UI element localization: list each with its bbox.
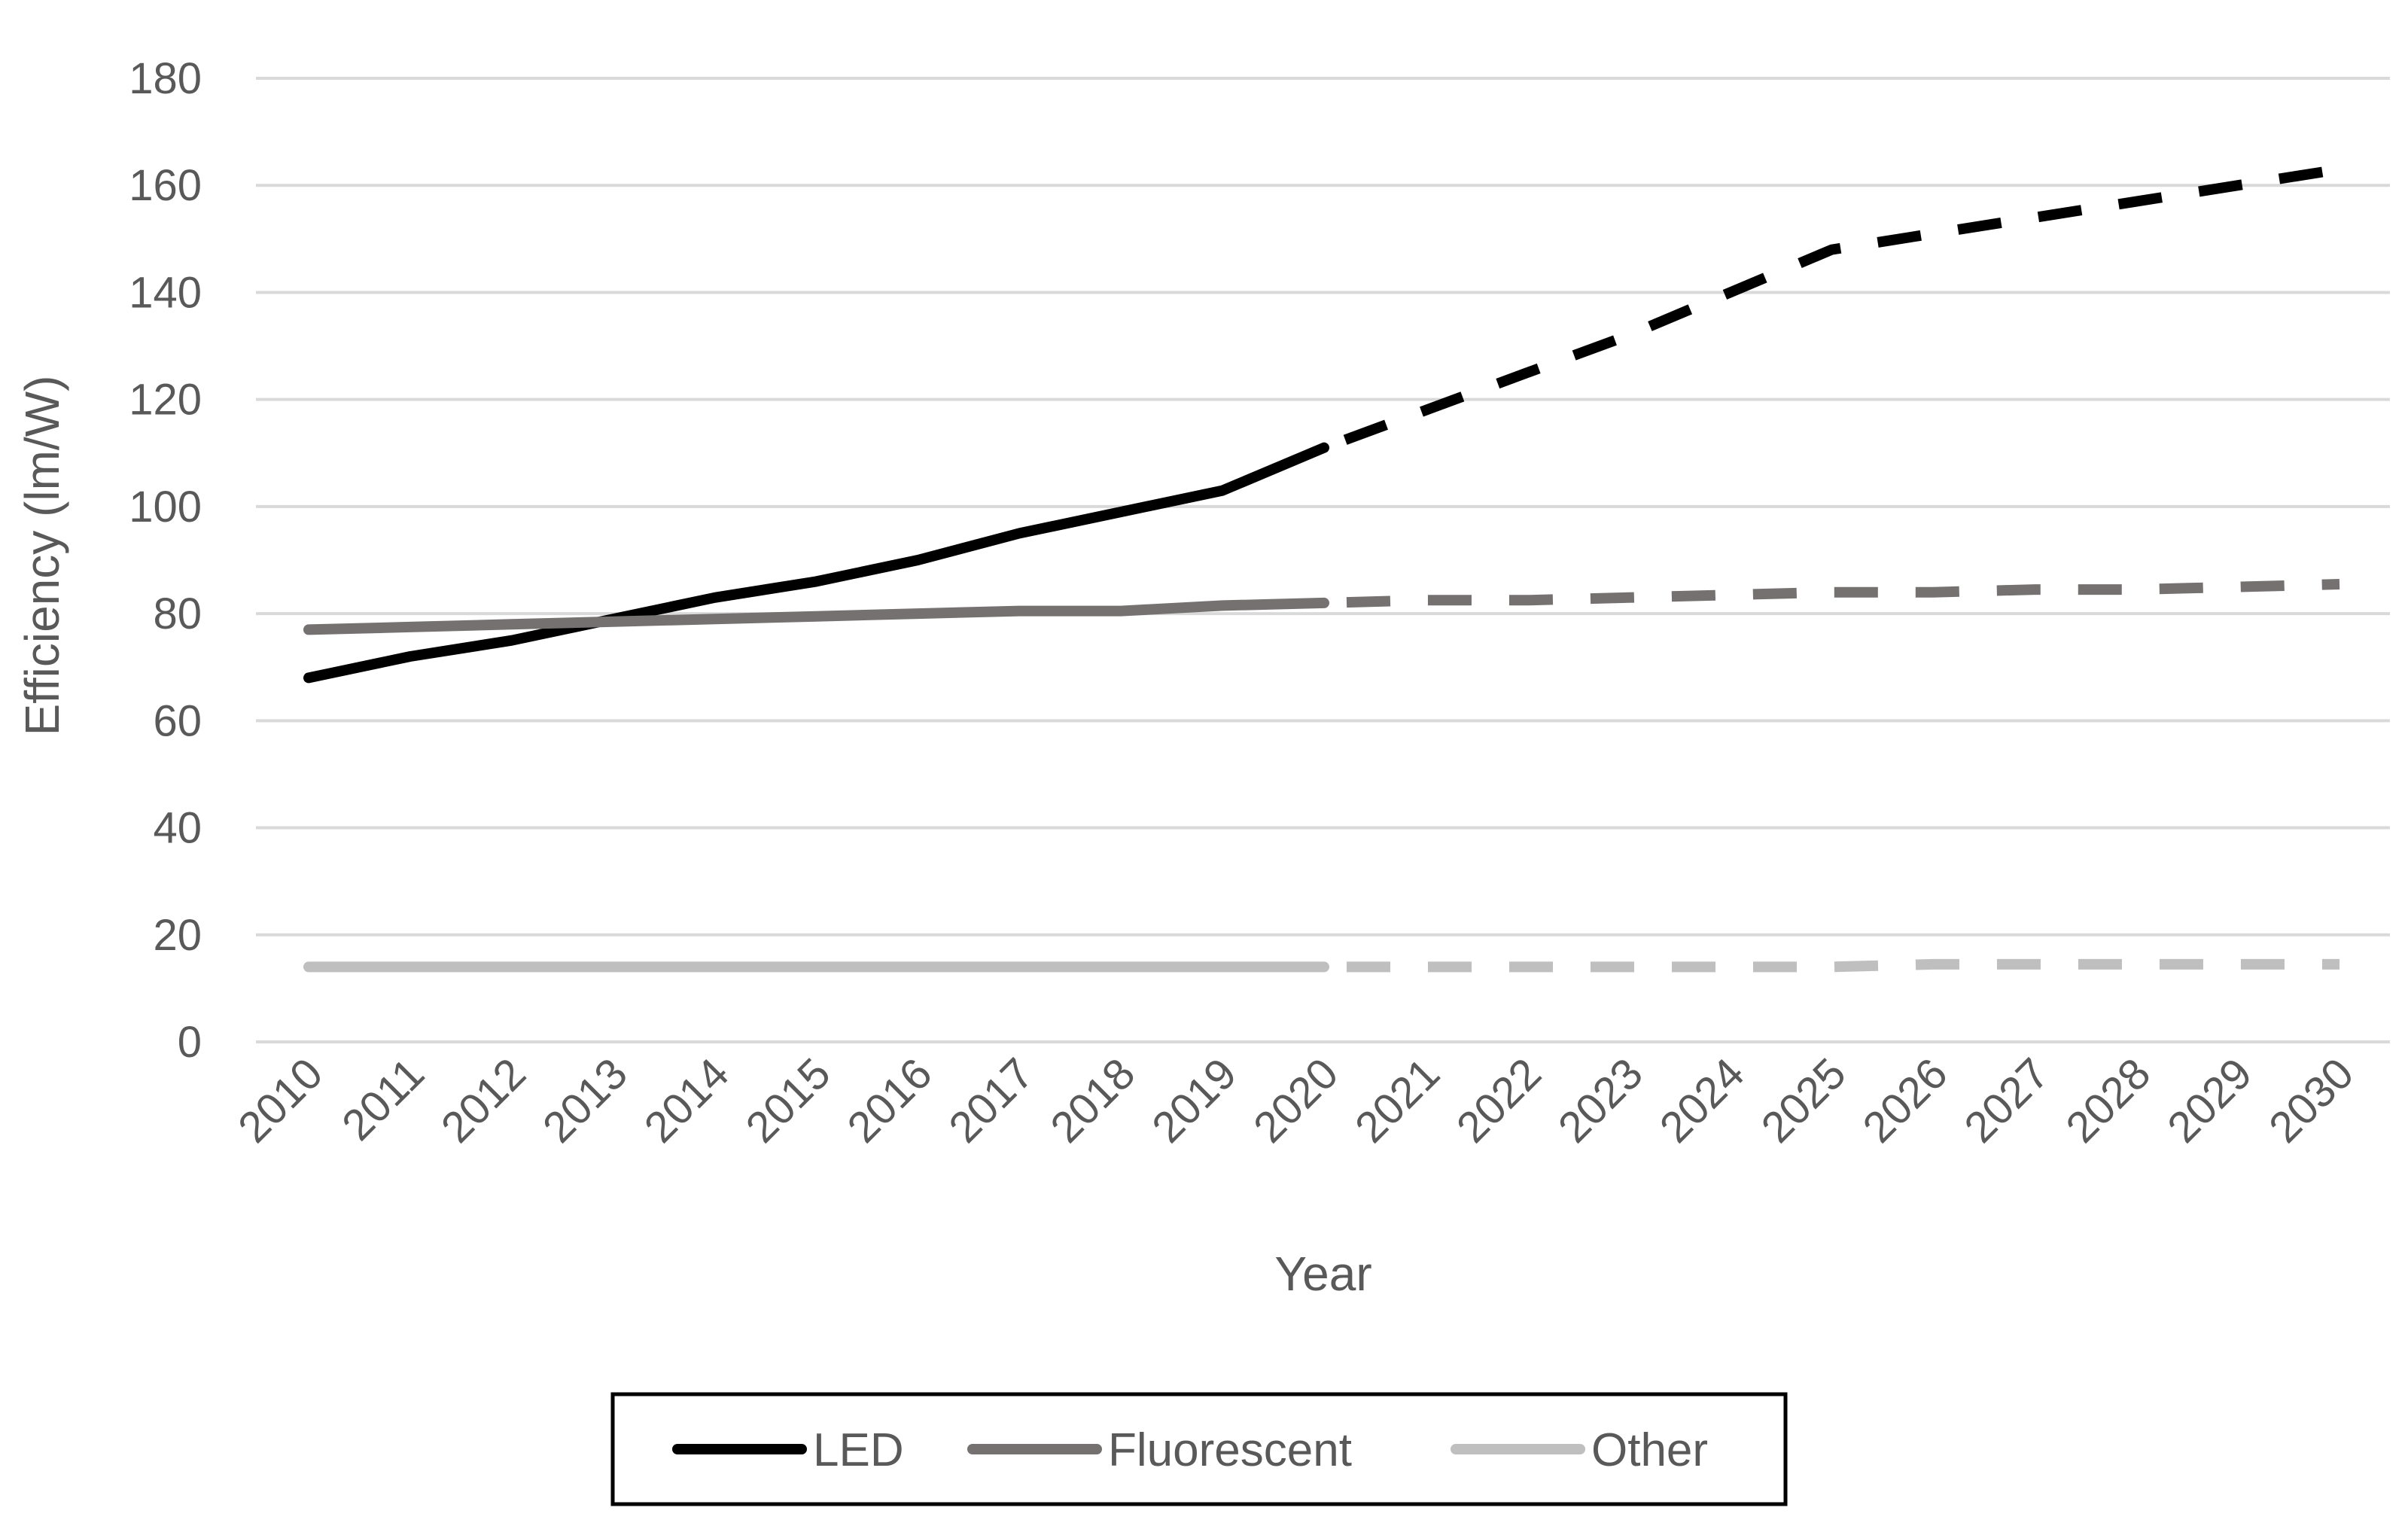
x-tick-label: 2029 <box>2158 1049 2261 1152</box>
y-tick-label: 40 <box>153 804 202 853</box>
x-tick-label: 2023 <box>1549 1049 1652 1152</box>
x-axis-tick-labels: 2010 201120122013201420152016201720182019… <box>229 1049 2363 1152</box>
x-tick-label: 2020 <box>1244 1049 1347 1152</box>
series-line-fluorescent-projected <box>1323 579 2340 608</box>
legend-label: LED <box>813 1424 904 1476</box>
y-tick-label: 0 <box>178 1018 202 1067</box>
y-tick-label: 160 <box>129 161 202 210</box>
gridlines <box>256 77 2390 1043</box>
x-tick-label: 2027 <box>1955 1049 2058 1152</box>
x-tick-label: 2019 <box>1143 1049 1246 1152</box>
x-tick-label: 2021 <box>1346 1049 1449 1152</box>
series-lines <box>303 163 2341 973</box>
x-tick-label: 2024 <box>1651 1049 1754 1152</box>
series-line-fluorescent-actual <box>303 597 1329 635</box>
x-tick-label: 2016 <box>838 1049 941 1152</box>
series-line-led-actual <box>303 442 1329 684</box>
x-tick-label: 2022 <box>1448 1049 1551 1152</box>
x-tick-label: 2017 <box>939 1049 1043 1152</box>
legend: LED Fluorescent Other <box>610 1392 1788 1506</box>
x-tick-label: 2025 <box>1752 1049 1855 1152</box>
legend-label: Other <box>1591 1424 1708 1476</box>
legend-box <box>610 1392 1788 1506</box>
x-tick-label: 2028 <box>2056 1049 2160 1152</box>
legend-item-led: LED <box>672 1424 904 1476</box>
x-tick-label: 2026 <box>1853 1049 1956 1152</box>
y-tick-label: 80 <box>153 589 202 638</box>
x-tick-label: 2015 <box>736 1049 839 1152</box>
y-tick-label: 100 <box>129 483 202 531</box>
series-line-led-projected <box>1322 163 2341 453</box>
x-tick-label: 2030 <box>2260 1049 2363 1152</box>
y-tick-label: 180 <box>129 54 202 103</box>
x-tick-label: 2012 <box>432 1049 535 1152</box>
y-tick-label: 60 <box>153 696 202 745</box>
legend-item-fluorescent: Fluorescent <box>967 1424 1352 1476</box>
y-tick-label: 140 <box>129 268 202 317</box>
legend-label: Fluorescent <box>1108 1424 1352 1476</box>
x-tick-label: 2011 <box>333 1049 434 1150</box>
x-tick-label: 2014 <box>635 1049 738 1152</box>
x-tick-label: 2010 <box>229 1049 332 1152</box>
y-tick-label: 120 <box>129 376 202 425</box>
x-axis-title: Year <box>1274 1247 1371 1301</box>
x-tick-label: 2018 <box>1041 1049 1144 1152</box>
series-line-other-projected <box>1324 958 2340 973</box>
legend-item-other: Other <box>1451 1424 1708 1476</box>
y-axis-title: Efficiency (lm/W) <box>15 376 69 736</box>
y-tick-label: 20 <box>153 911 202 960</box>
y-axis-tick-labels: 0 20 40 60 80 100 120 140 160 180 <box>129 54 202 1067</box>
x-tick-label: 2013 <box>534 1049 637 1152</box>
